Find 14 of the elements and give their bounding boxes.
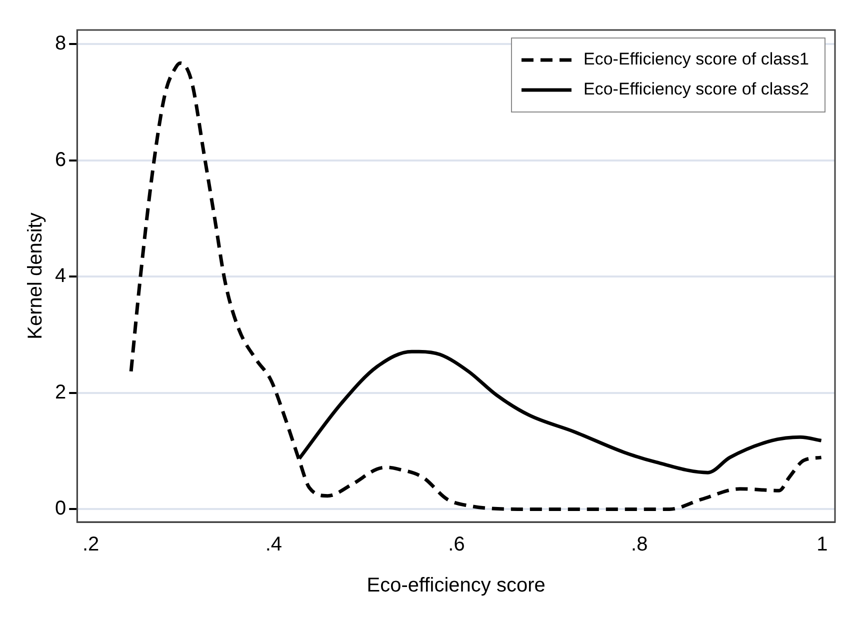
y-tick-label: 0 <box>55 498 66 520</box>
x-tick-label: .2 <box>82 534 100 556</box>
x-axis-title: Eco-efficiency score <box>366 574 546 597</box>
legend-label: Eco-Efficiency score of class2 <box>584 80 809 99</box>
y-tick-label: 8 <box>55 32 66 54</box>
x-tick-label: .6 <box>448 534 465 556</box>
x-tick-label: 1 <box>816 534 828 556</box>
legend-label: Eco-Efficiency score of class1 <box>584 50 809 69</box>
y-tick-label: 4 <box>55 265 66 288</box>
y-axis-title: Kernel density <box>24 212 47 340</box>
y-tick-label: 2 <box>55 381 66 404</box>
x-tick-label: .4 <box>265 534 282 556</box>
x-tick-label: .8 <box>631 534 648 556</box>
y-tick-label: 6 <box>55 148 66 171</box>
